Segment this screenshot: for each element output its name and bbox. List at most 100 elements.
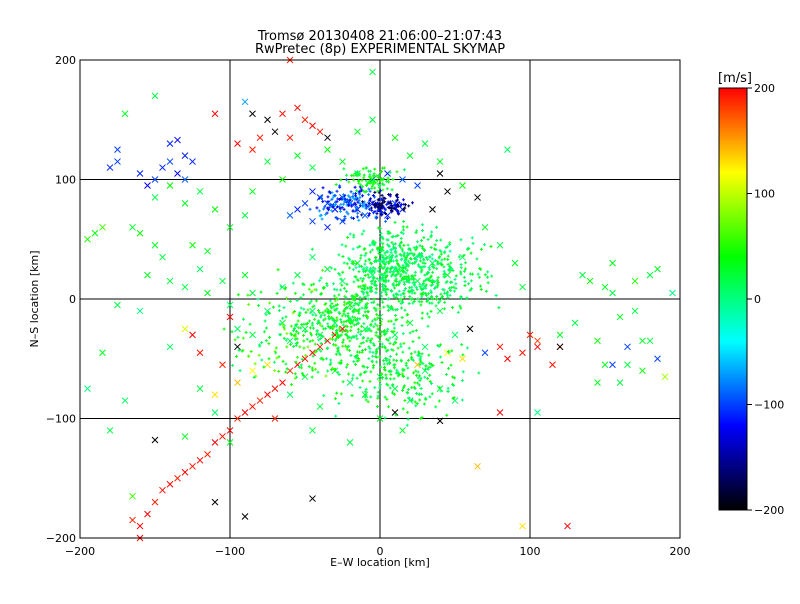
dot-point xyxy=(391,308,395,312)
colorbar-tick-label: 0 xyxy=(754,293,761,306)
dot-point xyxy=(410,399,414,403)
dot-point xyxy=(433,243,437,247)
dot-point xyxy=(352,360,356,364)
dot-point xyxy=(415,245,419,249)
cross-point xyxy=(189,241,196,249)
dot-point xyxy=(314,299,318,303)
dot-point xyxy=(295,337,299,341)
dot-point xyxy=(319,334,323,338)
dot-point xyxy=(436,276,440,280)
dot-point xyxy=(483,273,487,277)
dot-point xyxy=(366,400,370,404)
dot-point xyxy=(393,286,397,290)
dot-point xyxy=(386,177,390,181)
dot-point xyxy=(328,202,332,206)
dot-point xyxy=(388,354,392,358)
dot-point xyxy=(359,256,363,260)
dot-point xyxy=(333,299,337,303)
dot-point xyxy=(449,363,453,367)
cross-point xyxy=(616,379,624,387)
dot-point xyxy=(375,347,379,351)
dot-point xyxy=(430,363,434,367)
dot-point xyxy=(383,346,387,350)
dot-point xyxy=(327,317,331,321)
dot-point xyxy=(396,195,400,199)
dot-point xyxy=(367,193,371,197)
dot-point xyxy=(443,257,447,261)
dot-point xyxy=(257,304,261,308)
dot-point xyxy=(389,305,393,309)
dot-point xyxy=(334,331,338,335)
cross-point xyxy=(174,170,181,177)
dot-point xyxy=(396,204,400,208)
dot-point xyxy=(412,385,416,389)
cross-point xyxy=(519,283,526,291)
dot-point xyxy=(320,197,324,201)
dot-point xyxy=(479,284,483,288)
dot-point xyxy=(406,391,410,395)
dot-point xyxy=(465,296,469,300)
dot-point xyxy=(397,267,401,271)
dot-point xyxy=(426,270,430,274)
dot-point xyxy=(357,358,361,362)
dot-point xyxy=(382,305,386,309)
dot-point xyxy=(335,336,339,340)
dot-point xyxy=(421,247,425,251)
dot-point xyxy=(285,367,289,371)
dot-point xyxy=(421,281,425,285)
dot-point xyxy=(401,386,405,390)
dot-point xyxy=(405,280,409,284)
dot-point xyxy=(344,289,348,293)
dot-point xyxy=(430,297,434,301)
dot-point xyxy=(486,281,490,285)
dot-point xyxy=(281,316,285,320)
dot-point xyxy=(317,209,321,213)
dot-point xyxy=(440,296,444,300)
dot-point xyxy=(364,393,368,397)
dot-point xyxy=(380,182,384,186)
dot-point xyxy=(391,383,395,387)
dot-point xyxy=(399,204,403,208)
dot-point xyxy=(362,370,366,374)
dot-point xyxy=(350,204,354,208)
dot-point xyxy=(356,309,360,313)
dot-point xyxy=(381,242,385,246)
dot-point xyxy=(411,329,415,333)
dot-point xyxy=(318,279,322,283)
dot-point xyxy=(314,313,318,317)
dot-point xyxy=(347,256,351,260)
dot-point xyxy=(428,380,432,384)
dot-point xyxy=(479,247,483,251)
dot-point xyxy=(346,235,350,239)
dot-point xyxy=(405,423,409,427)
dot-point xyxy=(406,253,410,257)
dot-point xyxy=(323,309,327,313)
x-axis-label: E–W location [km] xyxy=(330,556,430,569)
dot-point xyxy=(347,300,351,304)
dot-point xyxy=(417,353,421,357)
dot-point xyxy=(306,345,310,349)
dot-point xyxy=(351,209,355,213)
dot-point xyxy=(379,334,383,338)
dot-point xyxy=(415,258,419,262)
dot-point xyxy=(341,202,345,206)
dot-point xyxy=(388,201,392,205)
dot-point xyxy=(254,374,258,378)
dot-point xyxy=(335,391,339,395)
cross-point xyxy=(151,436,159,444)
dot-point xyxy=(386,362,390,366)
cross-point xyxy=(654,355,661,363)
dot-point xyxy=(314,367,318,371)
dot-point xyxy=(368,178,372,182)
dot-point xyxy=(323,205,327,209)
dot-point xyxy=(346,199,350,203)
dot-point xyxy=(347,203,351,207)
dot-point xyxy=(313,317,317,321)
dot-point xyxy=(399,358,403,362)
dot-point xyxy=(430,230,434,234)
dot-point xyxy=(376,269,380,273)
dot-point xyxy=(469,279,473,283)
dot-point xyxy=(295,299,299,303)
dot-point xyxy=(385,187,389,191)
